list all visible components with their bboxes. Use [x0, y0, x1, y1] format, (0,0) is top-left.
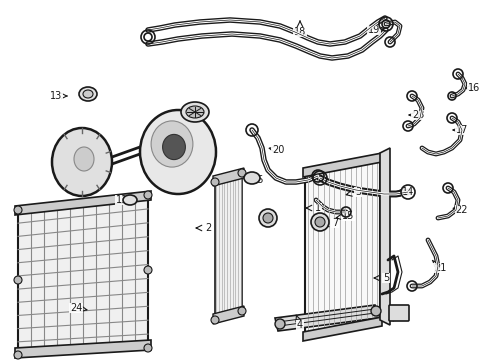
- Ellipse shape: [163, 134, 185, 159]
- Text: 9: 9: [185, 145, 191, 155]
- Text: 2: 2: [205, 223, 211, 233]
- Text: 19: 19: [368, 25, 380, 35]
- Circle shape: [259, 209, 277, 227]
- Polygon shape: [305, 155, 380, 335]
- Circle shape: [144, 266, 152, 274]
- Text: 25: 25: [252, 175, 264, 185]
- Circle shape: [14, 206, 22, 214]
- Text: 1: 1: [315, 203, 321, 213]
- Text: 14: 14: [402, 187, 414, 197]
- Text: 12: 12: [196, 105, 208, 115]
- Ellipse shape: [83, 90, 93, 98]
- Text: 21: 21: [434, 263, 446, 273]
- Text: 7: 7: [332, 218, 338, 228]
- Circle shape: [238, 169, 246, 177]
- Ellipse shape: [244, 172, 260, 184]
- Text: 24: 24: [70, 303, 82, 313]
- Circle shape: [14, 276, 22, 284]
- Text: 23: 23: [412, 110, 424, 120]
- Circle shape: [211, 178, 219, 186]
- Circle shape: [263, 213, 273, 223]
- Ellipse shape: [181, 102, 209, 122]
- Polygon shape: [303, 153, 382, 177]
- Text: 22: 22: [456, 205, 468, 215]
- Circle shape: [315, 217, 325, 227]
- Text: 17: 17: [456, 125, 468, 135]
- Circle shape: [238, 307, 246, 315]
- Polygon shape: [213, 168, 244, 186]
- Polygon shape: [18, 195, 148, 355]
- Circle shape: [275, 319, 285, 329]
- Text: 3: 3: [355, 187, 361, 197]
- Circle shape: [144, 344, 152, 352]
- Text: 4: 4: [297, 320, 303, 330]
- Ellipse shape: [186, 106, 204, 118]
- Polygon shape: [275, 305, 378, 331]
- Text: 13: 13: [50, 91, 62, 101]
- Text: 5: 5: [383, 273, 389, 283]
- FancyBboxPatch shape: [389, 305, 409, 321]
- Text: 16: 16: [468, 83, 480, 93]
- Circle shape: [144, 191, 152, 199]
- Ellipse shape: [79, 87, 97, 101]
- Circle shape: [311, 213, 329, 231]
- Polygon shape: [15, 340, 151, 358]
- Text: 10: 10: [50, 157, 62, 167]
- Polygon shape: [15, 191, 151, 215]
- Text: 6: 6: [395, 313, 401, 323]
- Polygon shape: [303, 317, 382, 341]
- Ellipse shape: [74, 147, 94, 171]
- Text: 8: 8: [261, 213, 267, 223]
- Text: 11: 11: [116, 195, 128, 205]
- Text: 20: 20: [272, 145, 284, 155]
- Text: 15: 15: [342, 211, 354, 221]
- Text: 18: 18: [294, 27, 306, 37]
- Polygon shape: [380, 148, 390, 325]
- Ellipse shape: [151, 121, 193, 167]
- Circle shape: [211, 316, 219, 324]
- Circle shape: [14, 351, 22, 359]
- Polygon shape: [215, 170, 242, 323]
- Circle shape: [371, 306, 381, 316]
- Polygon shape: [213, 306, 244, 324]
- Ellipse shape: [123, 195, 137, 205]
- Ellipse shape: [140, 110, 216, 194]
- Ellipse shape: [52, 128, 112, 196]
